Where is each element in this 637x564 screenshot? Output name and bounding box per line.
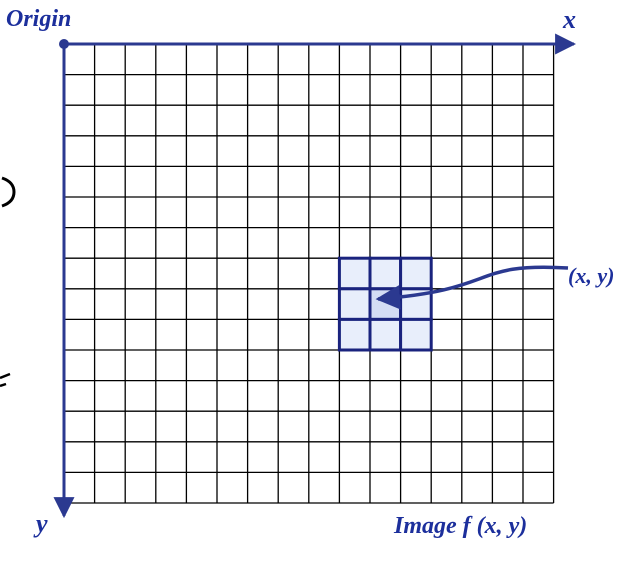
image-caption: Image f (x, y) xyxy=(393,513,527,539)
center-pixel xyxy=(368,287,403,321)
axes xyxy=(53,33,577,519)
neighborhood-pixel xyxy=(399,256,433,291)
edge-fragment-lower xyxy=(0,372,11,388)
neighborhood-pixel xyxy=(337,287,372,321)
pointer-arrow xyxy=(375,265,569,310)
origin-label: Origin xyxy=(6,6,71,32)
neighborhood-pixel xyxy=(368,256,403,291)
neighborhood-pixel xyxy=(368,317,403,352)
neighborhood-pixel xyxy=(399,317,433,352)
neighborhood-3x3 xyxy=(337,256,433,352)
edge-fragment-upper xyxy=(1,176,16,208)
x-axis-label: x xyxy=(562,5,576,34)
point-label: (x, y) xyxy=(568,263,614,288)
neighborhood-pixel xyxy=(337,256,372,291)
origin-dot xyxy=(59,39,69,49)
neighborhood-pixel xyxy=(337,317,372,352)
pixel-grid xyxy=(63,43,555,504)
y-axis-label: y xyxy=(33,509,48,538)
